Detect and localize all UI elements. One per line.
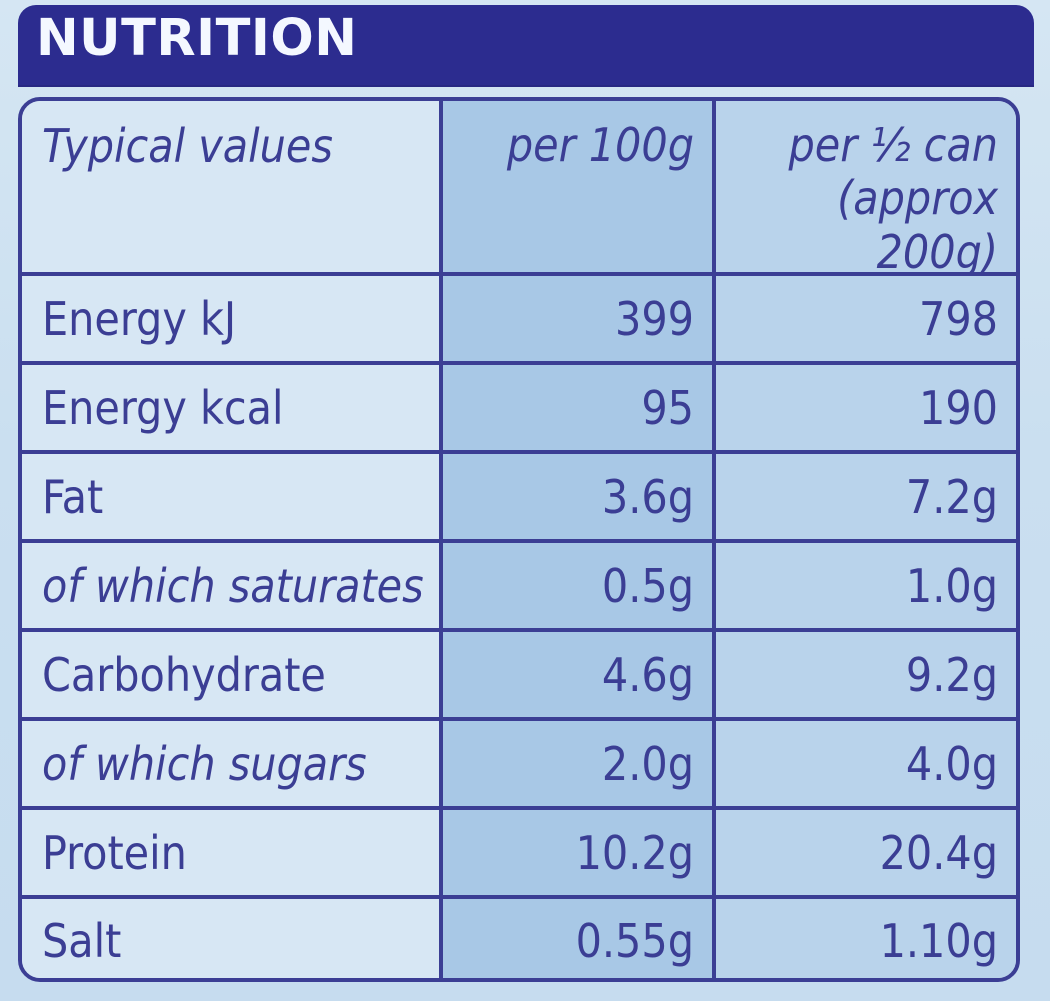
row-per-100g-value: 3.6g <box>601 469 694 524</box>
table-row: Energy kcal 95 190 <box>22 361 1016 450</box>
row-per-100g: 399 <box>439 276 712 361</box>
row-per-half-can: 9.2g <box>712 632 1016 717</box>
row-label: Protein <box>22 810 439 895</box>
row-label: Carbohydrate <box>22 632 439 717</box>
table-row: Protein 10.2g 20.4g <box>22 806 1016 895</box>
row-per-100g-value: 2.0g <box>601 736 694 791</box>
header-per-100g: per 100g <box>439 101 712 272</box>
row-per-half-can-value: 4.0g <box>905 736 998 791</box>
nutrition-header-band: NUTRITION <box>18 5 1034 87</box>
row-per-half-can-value: 7.2g <box>905 469 998 524</box>
row-per-half-can: 1.10g <box>712 899 1016 978</box>
row-per-100g: 2.0g <box>439 721 712 806</box>
row-per-half-can-value: 1.10g <box>879 913 998 968</box>
row-per-half-can: 190 <box>712 365 1016 450</box>
header-per-half-can-text: per ½ can (approx 200g) <box>788 118 999 272</box>
row-per-100g: 10.2g <box>439 810 712 895</box>
row-per-half-can-value: 190 <box>919 380 998 435</box>
row-label: Energy kcal <box>22 365 439 450</box>
row-per-100g: 4.6g <box>439 632 712 717</box>
row-label: Salt <box>22 899 439 978</box>
table-row: of which sugars 2.0g 4.0g <box>22 717 1016 806</box>
row-per-half-can: 798 <box>712 276 1016 361</box>
row-per-half-can: 1.0g <box>712 543 1016 628</box>
table-row: Carbohydrate 4.6g 9.2g <box>22 628 1016 717</box>
row-per-half-can-value: 20.4g <box>879 825 998 880</box>
row-per-100g: 95 <box>439 365 712 450</box>
row-per-half-can: 20.4g <box>712 810 1016 895</box>
table-row: of which saturates 0.5g 1.0g <box>22 539 1016 628</box>
table-header-row: Typical values per 100g per ½ can (appro… <box>22 101 1016 272</box>
row-per-100g-value: 399 <box>615 291 694 346</box>
row-label: of which saturates <box>22 543 439 628</box>
row-per-half-can-value: 9.2g <box>905 647 998 702</box>
table-row: Energy kJ 399 798 <box>22 272 1016 361</box>
table-row: Fat 3.6g 7.2g <box>22 450 1016 539</box>
nutrition-table: Typical values per 100g per ½ can (appro… <box>18 97 1020 982</box>
row-per-100g-value: 0.55g <box>575 913 694 968</box>
row-per-100g-value: 95 <box>641 380 694 435</box>
row-per-half-can-value: 1.0g <box>905 558 998 613</box>
row-label: Energy kJ <box>22 276 439 361</box>
row-per-100g-value: 4.6g <box>601 647 694 702</box>
row-per-100g: 0.55g <box>439 899 712 978</box>
row-label: Fat <box>22 454 439 539</box>
row-per-half-can: 4.0g <box>712 721 1016 806</box>
row-per-100g-value: 0.5g <box>601 558 694 613</box>
nutrition-title: NUTRITION <box>36 9 358 68</box>
row-per-100g-value: 10.2g <box>575 825 694 880</box>
row-per-half-can: 7.2g <box>712 454 1016 539</box>
table-row: Salt 0.55g 1.10g <box>22 895 1016 978</box>
row-per-half-can-value: 798 <box>919 291 998 346</box>
row-per-100g: 3.6g <box>439 454 712 539</box>
row-per-100g: 0.5g <box>439 543 712 628</box>
row-label: of which sugars <box>22 721 439 806</box>
header-per-half-can: per ½ can (approx 200g) <box>712 101 1016 272</box>
header-typical-values: Typical values <box>22 101 439 272</box>
